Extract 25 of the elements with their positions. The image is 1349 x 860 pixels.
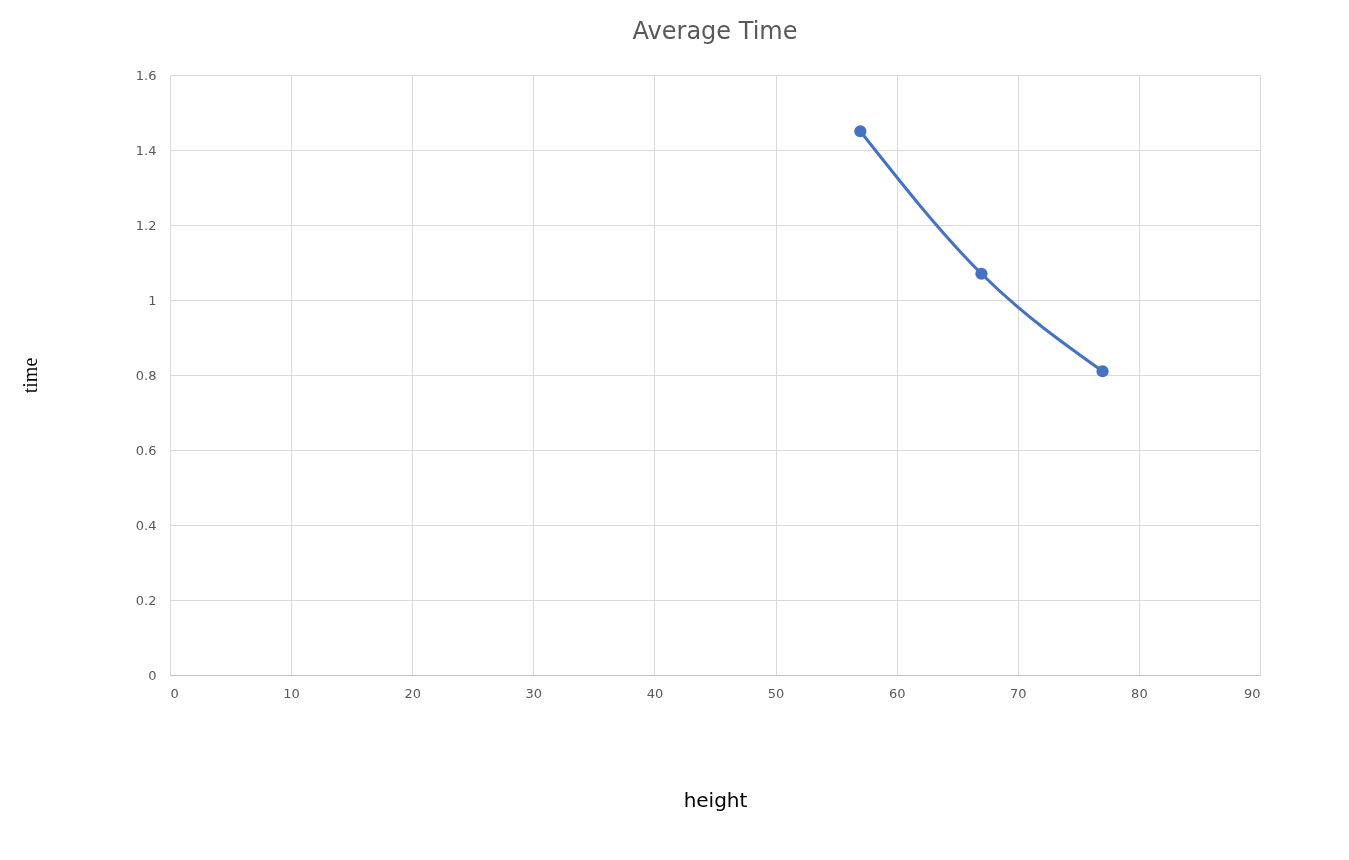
point — [975, 267, 988, 280]
x-tick-label: 80 — [1131, 685, 1148, 701]
y-tick-label: 0.2 — [135, 592, 157, 608]
y-tick-label: 0.6 — [135, 442, 157, 458]
x-tick-label: 20 — [404, 685, 421, 701]
y-tick-label: 1.2 — [135, 217, 157, 233]
x-axis-title: height — [683, 787, 748, 812]
x-tick-label: 90 — [1243, 685, 1261, 701]
y-tick-label: 1.6 — [135, 67, 157, 83]
x-tick-label: 50 — [767, 685, 785, 701]
y-tick-label: 1.4 — [135, 142, 157, 158]
x-tick-label: 10 — [283, 685, 300, 701]
x-tick-label: 60 — [888, 685, 906, 701]
y-tick-label: 1 — [148, 292, 157, 308]
x-tick-label: 70 — [1010, 685, 1027, 701]
point — [854, 125, 867, 138]
x-tick-label: 0 — [170, 685, 179, 701]
x-tick-label: 30 — [525, 685, 543, 701]
y-tick-label: 0 — [148, 667, 157, 683]
y-tick-label: 0.8 — [135, 367, 157, 383]
x-tick-label: 40 — [646, 685, 664, 701]
y-tick-label: 0.4 — [135, 517, 157, 533]
y-axis-title: time — [18, 357, 41, 394]
point — [1096, 365, 1109, 378]
chart-title: Average Time — [632, 17, 798, 45]
